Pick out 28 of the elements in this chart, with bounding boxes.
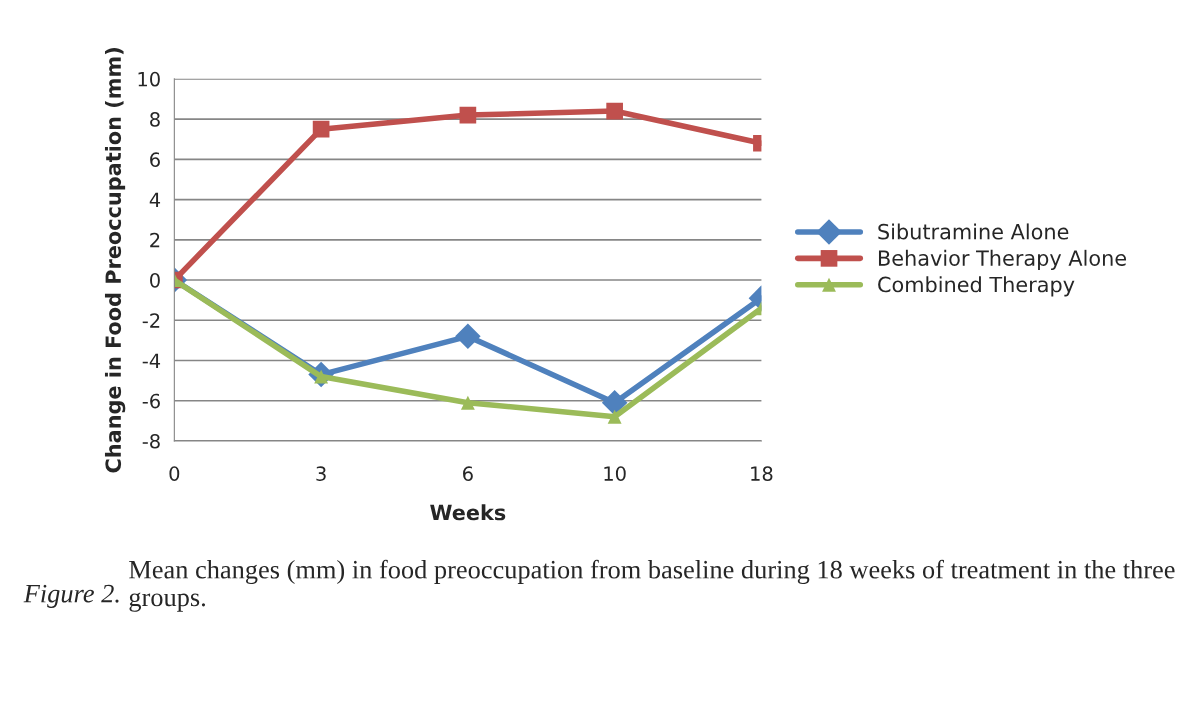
x-tick-label: 0 xyxy=(169,466,180,482)
y-tick-label: 0 xyxy=(150,272,160,288)
legend-label: Sibutramine Alone xyxy=(878,223,1069,240)
y-tick-label: 4 xyxy=(149,192,161,207)
y-tick-label: 2 xyxy=(150,232,160,248)
x-tick-label: 18 xyxy=(751,466,773,482)
y-tick-label: 6 xyxy=(150,152,160,167)
y-tick-label: -4 xyxy=(142,353,161,368)
y-axis-title: Change in Food Preoccupation (mm) xyxy=(104,48,126,473)
y-tick-label: -6 xyxy=(142,393,160,409)
point xyxy=(460,395,475,410)
caption: Figure 2. xyxy=(23,584,119,608)
x-tick-label: 6 xyxy=(463,466,473,482)
point xyxy=(607,409,622,424)
x-tick-label: 3 xyxy=(316,466,326,482)
y-tick-label: -2 xyxy=(142,313,160,328)
y-tick-label: 8 xyxy=(150,112,160,127)
legend-label: Combined Therapy xyxy=(878,276,1075,297)
point xyxy=(601,389,628,416)
point xyxy=(606,102,623,120)
point xyxy=(459,106,477,124)
y-tick-label: -8 xyxy=(142,433,160,449)
x-tick-label: 10 xyxy=(604,466,626,482)
text: Mean changes (mm) in food preoccupation from baseline during 18 weeks of treatment in the three groups. xyxy=(129,559,1175,612)
point xyxy=(455,323,481,350)
y-tick-label: 10 xyxy=(138,71,160,87)
legend-label: Behavior Therapy Alone xyxy=(878,249,1127,270)
x-axis-title: Weeks xyxy=(430,504,506,521)
